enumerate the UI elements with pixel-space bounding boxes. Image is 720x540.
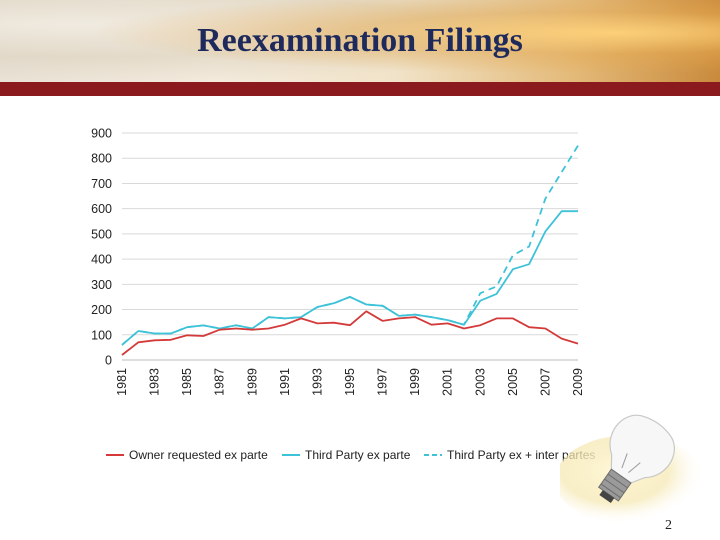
x-tick-label: 1991 <box>278 368 292 396</box>
x-tick-label: 2001 <box>441 368 455 396</box>
y-tick-label: 400 <box>91 253 112 267</box>
x-tick-label: 2005 <box>506 368 520 396</box>
x-tick-label: 1999 <box>408 368 422 396</box>
x-tick-label: 1993 <box>310 368 324 396</box>
series-line-0 <box>121 310 579 356</box>
slide-title: Reexamination Filings <box>197 22 523 59</box>
y-tick-label: 900 <box>91 127 112 141</box>
header-banner <box>0 0 720 82</box>
chart-legend: Owner requested ex parte Third Party ex p… <box>102 444 604 466</box>
y-tick-label: 700 <box>91 177 112 191</box>
x-tick-label: 2009 <box>571 368 585 396</box>
y-tick-label: 100 <box>91 328 112 342</box>
legend-label: Third Party ex + inter partes <box>447 448 595 462</box>
y-tick-label: 0 <box>105 354 112 368</box>
series-line-2 <box>121 145 579 346</box>
light-bulb-icon <box>560 414 705 525</box>
x-tick-label: 1983 <box>148 368 162 396</box>
series-line-1 <box>121 210 578 346</box>
x-tick-label: 2003 <box>473 368 487 396</box>
x-tick-label: 1995 <box>343 368 357 396</box>
y-tick-label: 500 <box>91 227 112 241</box>
x-tick-label: 1989 <box>245 368 259 396</box>
x-tick-label: 1987 <box>213 368 227 396</box>
y-tick-label: 800 <box>91 152 112 166</box>
header-divider-bar <box>0 82 720 96</box>
y-tick-label: 300 <box>91 278 112 292</box>
y-tick-label: 200 <box>91 303 112 317</box>
y-tick-label: 600 <box>91 202 112 216</box>
x-tick-label: 1997 <box>376 368 390 396</box>
page-number: 2 <box>665 518 672 533</box>
x-tick-label: 2007 <box>538 368 552 396</box>
x-tick-label: 1981 <box>115 368 129 396</box>
x-tick-label: 1985 <box>180 368 194 396</box>
legend-graphic: Owner requested ex parte Third Party ex p… <box>106 448 595 462</box>
legend-label: Third Party ex parte <box>305 448 411 462</box>
legend-label: Owner requested ex parte <box>129 448 268 462</box>
